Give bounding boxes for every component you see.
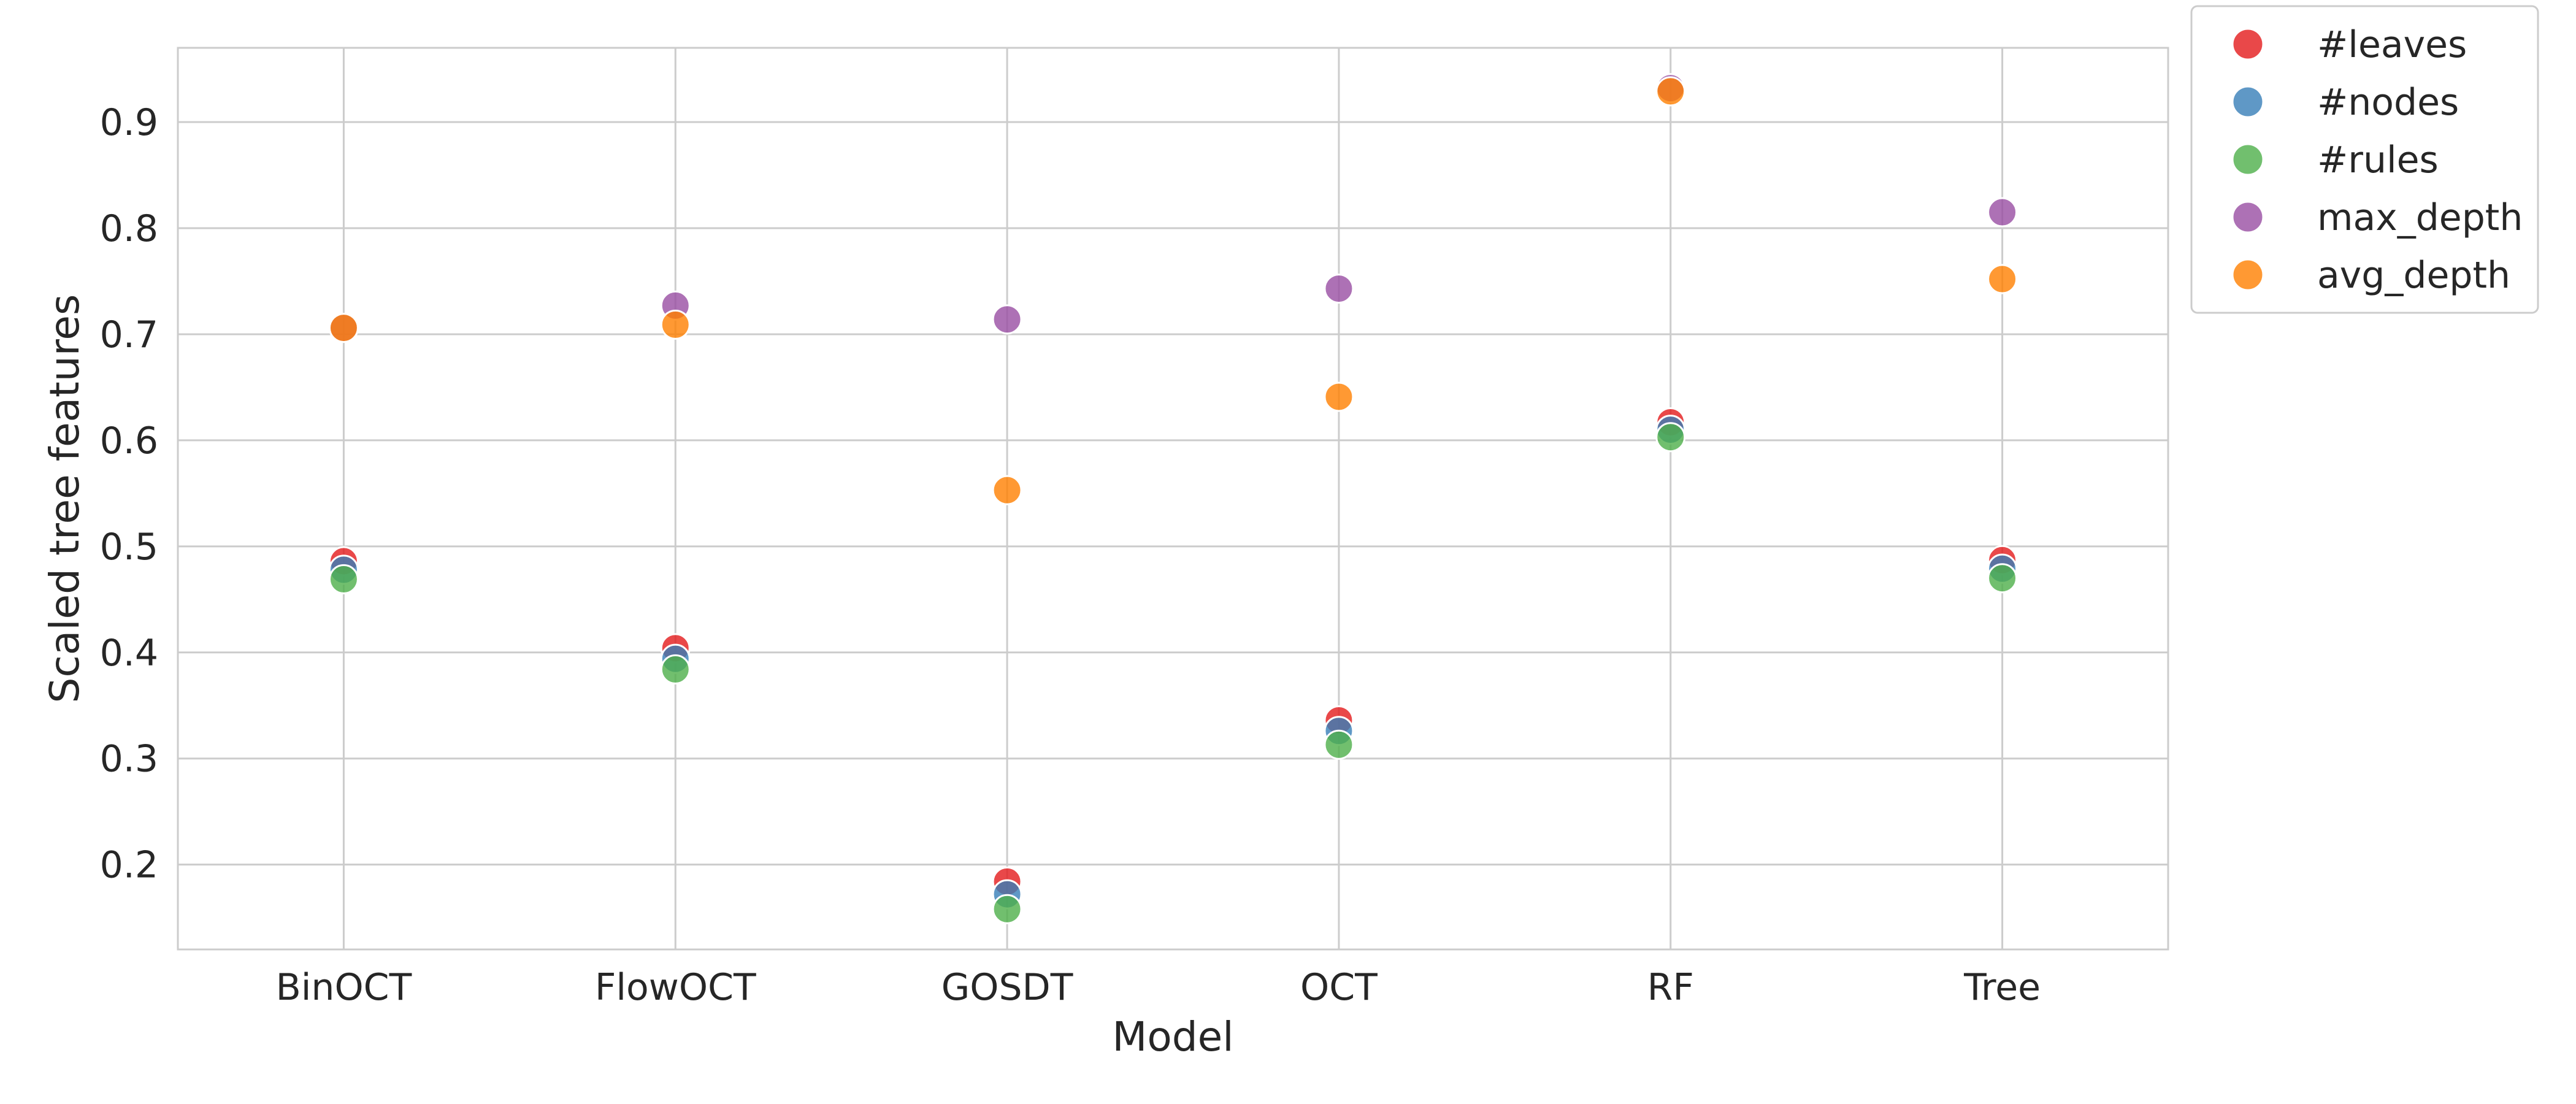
y-axis-title: Scaled tree features [41, 294, 88, 703]
plot-area [178, 48, 2168, 949]
y-tick-label: 0.8 [100, 207, 158, 250]
legend-label: avg_depth [2317, 254, 2510, 297]
x-tick-labels: BinOCT FlowOCT GOSDT OCT RF Tree [276, 966, 2041, 1009]
y-tick-label: 0.5 [100, 526, 158, 569]
x-tick-label: FlowOCT [595, 966, 756, 1009]
y-tick-label: 0.7 [100, 313, 158, 356]
data-point [660, 309, 691, 340]
data-point [992, 475, 1022, 505]
y-gridlines [178, 121, 2168, 866]
x-tick-label: GOSDT [941, 966, 1073, 1009]
x-tick-label: OCT [1300, 966, 1378, 1009]
legend-marker [2231, 201, 2264, 234]
data-point [1324, 381, 1354, 412]
y-tick-labels: 0.2 0.3 0.4 0.5 0.6 0.7 0.8 0.9 [100, 101, 158, 887]
data-point [1324, 274, 1354, 304]
legend-label: #nodes [2317, 81, 2459, 124]
data-point [1987, 197, 2018, 228]
legend-marker [2231, 258, 2264, 291]
legend-label: max_depth [2317, 196, 2523, 239]
legend-label: #leaves [2317, 23, 2467, 66]
data-point [328, 564, 359, 594]
data-point [1324, 729, 1354, 760]
x-axis-title: Model [1112, 1013, 1233, 1060]
data-point [992, 894, 1022, 924]
x-tick-label: Tree [1963, 966, 2041, 1009]
y-tick-label: 0.2 [100, 844, 158, 887]
data-points [328, 73, 2018, 924]
y-tick-label: 0.4 [100, 632, 158, 675]
legend-marker [2231, 28, 2264, 61]
data-point [660, 654, 691, 684]
y-tick-label: 0.6 [100, 420, 158, 462]
legend-marker [2231, 143, 2264, 176]
data-point [1987, 563, 2018, 594]
data-point [1655, 76, 1686, 107]
y-tick-label: 0.9 [100, 101, 158, 144]
x-tick-label: RF [1647, 966, 1694, 1009]
data-point [992, 304, 1022, 335]
legend: #leaves #nodes #rules max_depth avg_depth [2190, 5, 2539, 314]
y-tick-label: 0.3 [100, 738, 158, 781]
legend-label: #rules [2317, 139, 2439, 182]
data-point [1655, 422, 1686, 453]
data-point [328, 313, 359, 343]
data-point [1987, 264, 2018, 294]
legend-marker [2231, 85, 2264, 118]
legend-box [2190, 5, 2539, 314]
plot-frame [177, 47, 2169, 951]
x-tick-label: BinOCT [276, 966, 412, 1009]
